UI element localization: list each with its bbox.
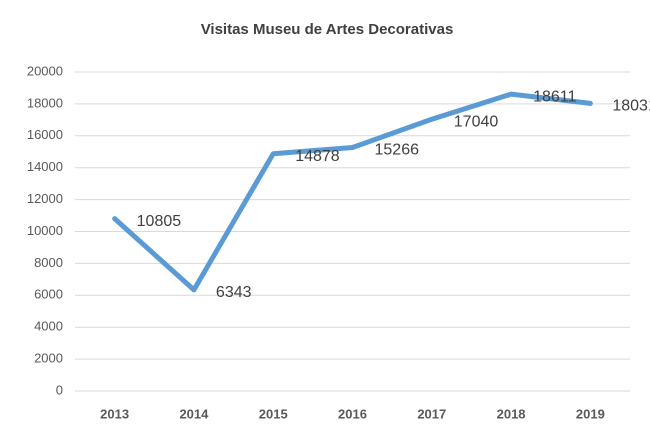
y-tick-label: 6000 <box>34 287 63 302</box>
x-tick-label: 2015 <box>259 406 288 421</box>
x-tick-label: 2018 <box>497 406 526 421</box>
y-tick-label: 0 <box>56 382 63 397</box>
data-label: 18031 <box>612 98 650 115</box>
chart-title: Visitas Museu de Artes Decorativas <box>201 21 454 38</box>
y-tick-label: 8000 <box>34 255 63 270</box>
y-tick-label: 18000 <box>27 95 63 110</box>
x-tick-label: 2019 <box>576 406 605 421</box>
y-tick-label: 20000 <box>27 63 63 78</box>
x-tick-label: 2017 <box>417 406 446 421</box>
data-label: 17040 <box>454 113 499 130</box>
x-tick-label: 2016 <box>338 406 367 421</box>
line <box>112 91 593 293</box>
x-tick-label: 2013 <box>100 406 129 421</box>
data-label: 18611 <box>533 88 576 105</box>
data-label: 10805 <box>137 213 182 230</box>
y-tick-label: 2000 <box>34 351 63 366</box>
y-tick-label: 14000 <box>27 159 63 174</box>
y-tick-label: 10000 <box>27 223 63 238</box>
y-tick-label: 12000 <box>27 191 63 206</box>
data-label: 15266 <box>375 142 420 159</box>
data-label: 14878 <box>295 148 340 165</box>
data-label: 6343 <box>216 284 252 301</box>
y-tick-label: 16000 <box>27 127 63 142</box>
x-tick-label: 2014 <box>179 406 209 421</box>
y-tick-label: 4000 <box>34 319 63 334</box>
